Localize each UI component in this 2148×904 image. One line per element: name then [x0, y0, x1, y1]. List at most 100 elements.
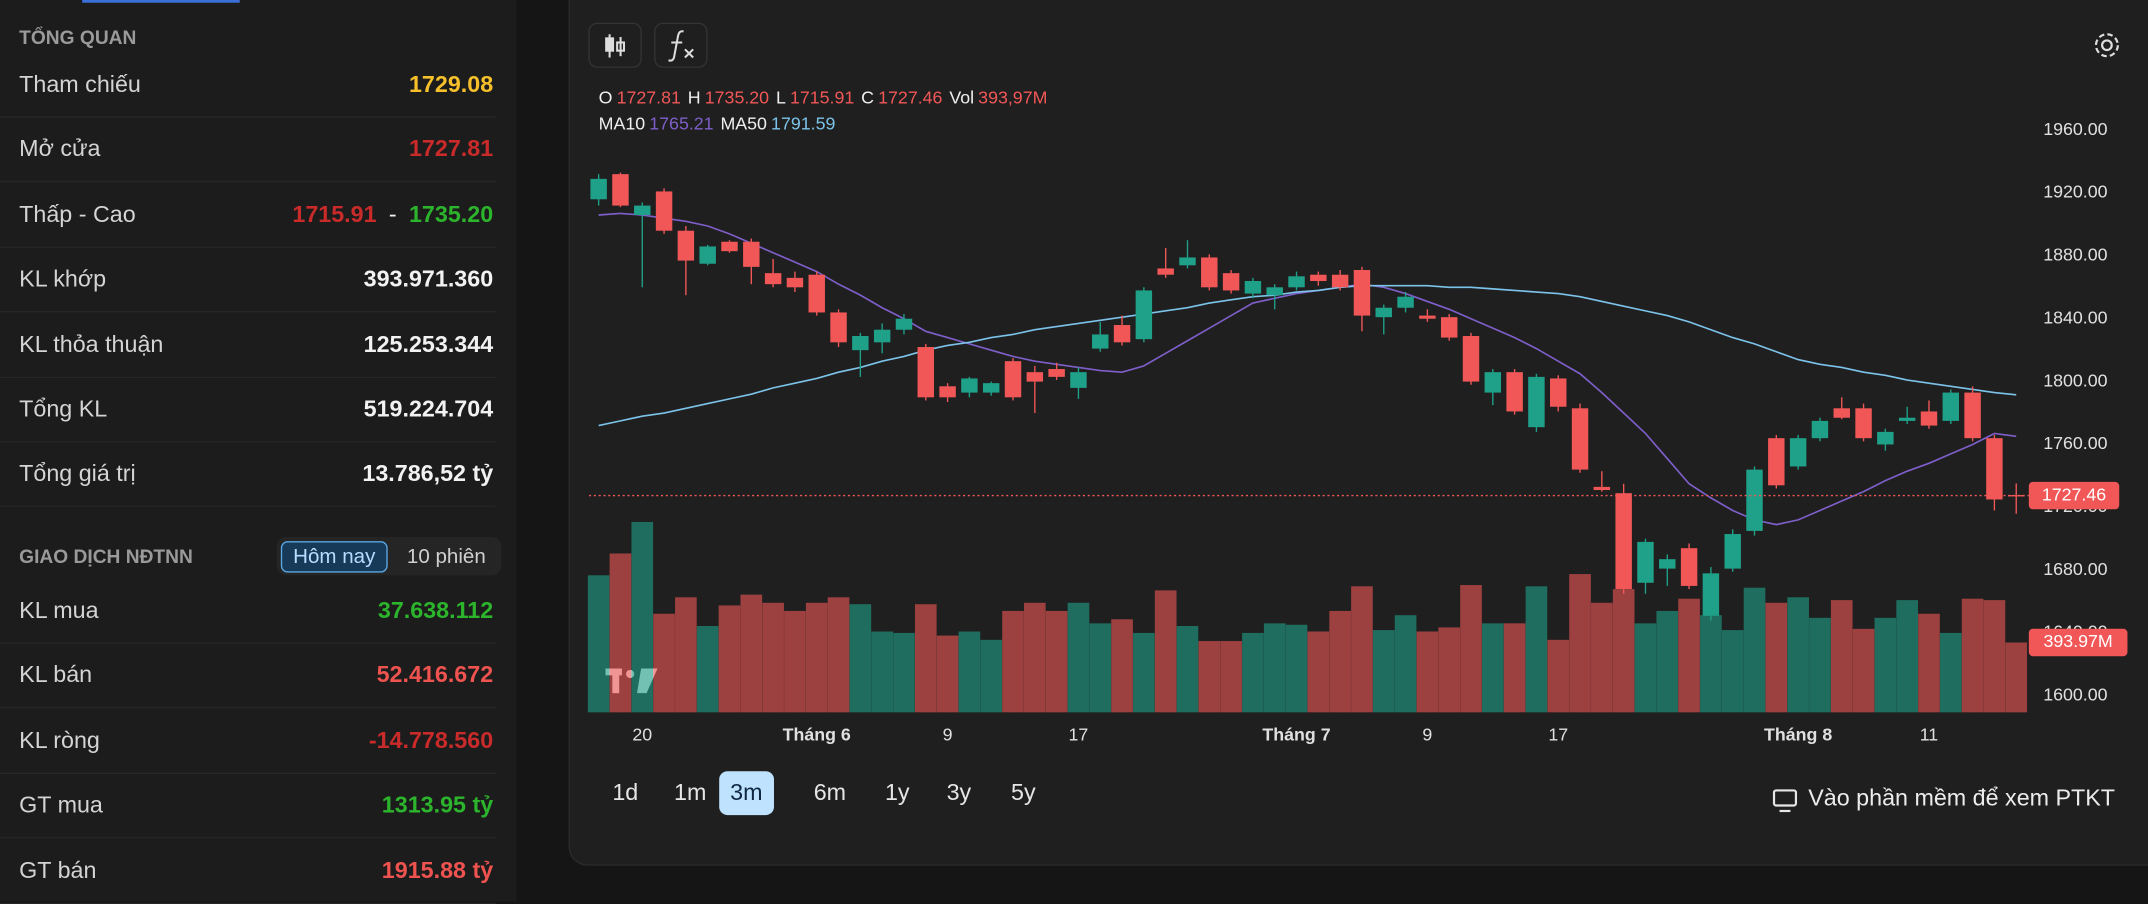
legend-key: C — [861, 87, 874, 107]
tab-group: Hôm nay 10 phiên — [276, 537, 501, 576]
volume-bar — [849, 604, 872, 713]
candle-body — [655, 191, 673, 231]
x-tick-label: Tháng 8 — [1764, 724, 1832, 744]
volume-bar — [871, 631, 893, 713]
volume-bar — [1154, 590, 1177, 713]
section-title: GIAO DỊCH NĐTNN — [19, 545, 193, 568]
range-button[interactable]: 6m — [813, 779, 847, 806]
y-tick-label: 1600.00 — [2043, 685, 2107, 705]
candle-body — [1179, 257, 1196, 266]
row-value: 1727.81 — [408, 136, 494, 163]
row-label: KL khớp — [19, 266, 107, 293]
volume-bar — [1961, 598, 1984, 713]
legend-value: 393,97M — [978, 87, 1047, 107]
row-label: Thấp - Cao — [19, 201, 136, 228]
candle-body — [1637, 541, 1654, 583]
volume-bar — [1765, 602, 1788, 713]
candle-body — [939, 386, 956, 398]
left-panel: TỔNG QUAN Tham chiếu 1729.08 Mở cửa 1727.81 T… — [0, 0, 517, 904]
volume-bar — [1612, 589, 1635, 713]
y-tick-label: 1840.00 — [2043, 307, 2107, 327]
volume-bar — [631, 521, 654, 713]
volume-bar — [1220, 641, 1242, 713]
volume-bar — [675, 597, 697, 713]
candle-body — [982, 383, 1000, 393]
info-row: KL bán 52.416.672 — [0, 643, 496, 709]
legend-value: 1765.21 — [649, 113, 713, 133]
range-button[interactable]: 3m — [719, 771, 774, 816]
y-tick-label: 1920.00 — [2043, 182, 2107, 202]
candle-body — [1942, 392, 1960, 421]
fx-icon — [668, 30, 694, 62]
row-value: 13.786,52 tỷ — [362, 460, 494, 487]
row-label: Tham chiếu — [19, 71, 141, 98]
row-value: 519.224.704 — [363, 395, 494, 422]
volume-bar — [762, 602, 784, 713]
volume-bar — [1372, 630, 1395, 713]
candle-body — [1724, 534, 1741, 569]
info-row: Tổng KL 519.224.704 — [0, 377, 496, 443]
range-button[interactable]: 1y — [884, 779, 910, 806]
volume-bar — [980, 639, 1003, 713]
candle-body — [1986, 438, 2003, 500]
info-row: GT mua 1313.95 tỷ — [0, 773, 496, 839]
x-tick-label: 20 — [632, 724, 652, 744]
candle-body — [1593, 486, 1611, 491]
row-value: 1915.88 tỷ — [381, 857, 494, 884]
ma-legend: MA10 1765.21 MA50 1791.59 — [599, 113, 836, 133]
candle-body — [830, 312, 847, 343]
candle-body — [764, 273, 782, 285]
ma-line — [598, 212, 2017, 526]
y-tick-label: 1760.00 — [2043, 433, 2107, 453]
y-tick-label: 1960.00 — [2043, 119, 2107, 139]
high-value: 1735.20 — [408, 201, 494, 228]
candle-body — [1680, 548, 1698, 586]
candle-body — [1048, 369, 1065, 377]
volume-tag — [2028, 628, 2128, 657]
candle-body — [743, 241, 760, 267]
candle-body — [1550, 378, 1567, 407]
volume-bar — [914, 604, 937, 713]
ta-link[interactable]: Vào phần mềm để xem PTKT — [1808, 784, 2116, 811]
row-label: KL mua — [19, 597, 99, 624]
settings-icon[interactable] — [2094, 33, 2119, 58]
low-value: 1715.91 — [292, 201, 377, 228]
legend-value: 1727.81 — [617, 87, 681, 107]
tab[interactable]: Hôm nay — [280, 540, 388, 572]
x-tick-label: Tháng 6 — [783, 724, 851, 744]
volume-bar — [1329, 610, 1351, 713]
section-title: TỔNG QUAN — [19, 26, 137, 48]
volume-bar — [1416, 631, 1439, 713]
volume-bar — [1830, 600, 1853, 713]
separator: - — [388, 201, 397, 228]
range-button[interactable]: 1d — [612, 779, 639, 806]
volume-bar — [696, 626, 719, 713]
candle-tool[interactable] — [588, 22, 642, 68]
volume-bar — [1024, 602, 1046, 713]
candle-body — [1157, 268, 1174, 275]
range-button[interactable]: 5y — [1010, 779, 1036, 806]
volume-bar — [1176, 626, 1199, 713]
candle-body — [677, 230, 695, 261]
volume-bar — [1438, 627, 1461, 713]
candle-body — [1070, 372, 1087, 388]
candle-body — [721, 241, 738, 252]
tab[interactable]: 10 phiên — [406, 544, 486, 568]
candle-body — [1811, 420, 1829, 439]
x-tick-label: 17 — [1069, 724, 1089, 744]
range-button[interactable]: 3y — [946, 779, 972, 806]
indicator-tool[interactable] — [654, 22, 708, 68]
candle-body — [634, 205, 651, 216]
ma-line — [598, 284, 2017, 427]
row-label: GT bán — [19, 857, 97, 884]
volume-bar — [1896, 600, 1918, 713]
info-row: KL thỏa thuận 125.253.344 — [0, 312, 496, 378]
price-tag-text: 1727.46 — [2042, 484, 2106, 504]
row-label: KL ròng — [19, 727, 100, 754]
x-tick-label: 9 — [943, 724, 953, 744]
volume-bar — [1569, 574, 1591, 713]
range-button[interactable]: 1m — [673, 779, 707, 806]
candle-body — [1419, 315, 1436, 319]
row-value: 393.971.360 — [363, 266, 494, 293]
